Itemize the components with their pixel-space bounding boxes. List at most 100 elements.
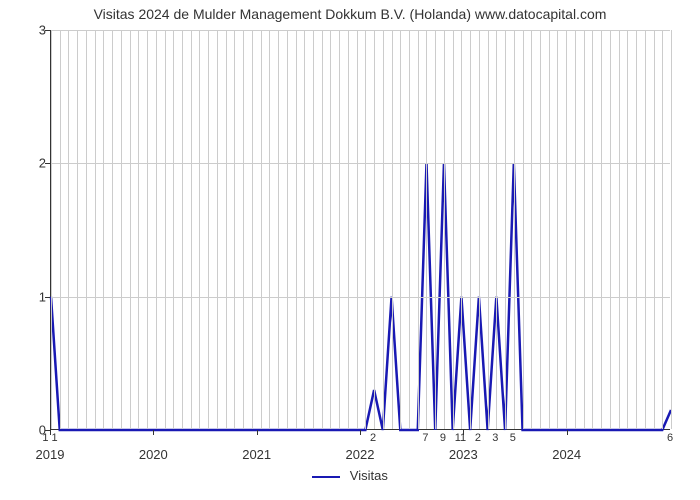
grid-line-v bbox=[51, 30, 52, 429]
grid-line-v bbox=[269, 30, 270, 429]
x-tick-label: 2021 bbox=[242, 447, 271, 462]
tick-mark-x bbox=[257, 430, 258, 435]
grid-line-v bbox=[86, 30, 87, 429]
y-tick-label: 1 bbox=[28, 289, 46, 304]
grid-line-v bbox=[339, 30, 340, 429]
tick-mark-y bbox=[45, 30, 50, 31]
grid-line-v bbox=[400, 30, 401, 429]
grid-line-v bbox=[619, 30, 620, 429]
grid-line-v bbox=[435, 30, 436, 429]
value-label: 3 bbox=[492, 432, 498, 444]
y-tick-label: 3 bbox=[28, 23, 46, 38]
x-tick-label: 2019 bbox=[36, 447, 65, 462]
grid-line-v bbox=[121, 30, 122, 429]
grid-line-v bbox=[226, 30, 227, 429]
grid-line-v bbox=[470, 30, 471, 429]
grid-line-v bbox=[461, 30, 462, 429]
x-tick-label: 2022 bbox=[346, 447, 375, 462]
value-label: 1 1 bbox=[42, 432, 57, 444]
grid-line-v bbox=[584, 30, 585, 429]
grid-line-v bbox=[383, 30, 384, 429]
legend: Visitas bbox=[0, 468, 700, 483]
legend-swatch bbox=[312, 476, 340, 478]
value-label: 11 bbox=[455, 432, 466, 444]
legend-label: Visitas bbox=[350, 468, 388, 483]
grid-line-v bbox=[156, 30, 157, 429]
grid-line-v bbox=[130, 30, 131, 429]
grid-line-v bbox=[348, 30, 349, 429]
grid-line-v bbox=[330, 30, 331, 429]
grid-line-v bbox=[313, 30, 314, 429]
value-label: 7 bbox=[422, 432, 428, 444]
grid-line-v bbox=[392, 30, 393, 429]
grid-line-v bbox=[77, 30, 78, 429]
grid-line-v bbox=[453, 30, 454, 429]
grid-line-v bbox=[479, 30, 480, 429]
tick-mark-y bbox=[45, 163, 50, 164]
value-label: 9 bbox=[440, 432, 446, 444]
tick-mark-y bbox=[45, 297, 50, 298]
grid-line-v bbox=[426, 30, 427, 429]
grid-line-v bbox=[165, 30, 166, 429]
chart-container: Visitas 2024 de Mulder Management Dokkum… bbox=[0, 0, 700, 500]
value-label: 2 bbox=[475, 432, 481, 444]
grid-line-v bbox=[575, 30, 576, 429]
value-label: 2 bbox=[370, 432, 376, 444]
grid-line-v bbox=[636, 30, 637, 429]
grid-line-v bbox=[549, 30, 550, 429]
tick-mark-x bbox=[153, 430, 154, 435]
grid-line-v bbox=[645, 30, 646, 429]
grid-line-v bbox=[173, 30, 174, 429]
value-label: 5 bbox=[510, 432, 516, 444]
grid-line-v bbox=[60, 30, 61, 429]
grid-line-v bbox=[357, 30, 358, 429]
grid-line-v bbox=[523, 30, 524, 429]
grid-line-v bbox=[531, 30, 532, 429]
grid-line-v bbox=[365, 30, 366, 429]
x-tick-label: 2023 bbox=[449, 447, 478, 462]
plot-area bbox=[50, 30, 670, 430]
line-series-svg bbox=[51, 30, 670, 429]
x-tick-label: 2024 bbox=[552, 447, 581, 462]
chart-title: Visitas 2024 de Mulder Management Dokkum… bbox=[0, 6, 700, 22]
grid-line-v bbox=[252, 30, 253, 429]
x-tick-label: 2020 bbox=[139, 447, 168, 462]
grid-line-v bbox=[261, 30, 262, 429]
grid-line-v bbox=[662, 30, 663, 429]
grid-line-v bbox=[671, 30, 672, 429]
grid-line-v bbox=[199, 30, 200, 429]
grid-line-v bbox=[182, 30, 183, 429]
grid-line-v bbox=[278, 30, 279, 429]
grid-line-v bbox=[627, 30, 628, 429]
y-tick-label: 2 bbox=[28, 156, 46, 171]
grid-line-v bbox=[610, 30, 611, 429]
grid-line-v bbox=[147, 30, 148, 429]
grid-line-v bbox=[654, 30, 655, 429]
grid-line-v bbox=[217, 30, 218, 429]
grid-line-v bbox=[322, 30, 323, 429]
grid-line-h bbox=[51, 30, 670, 31]
grid-line-v bbox=[557, 30, 558, 429]
grid-line-h bbox=[51, 297, 670, 298]
value-label: 6 bbox=[667, 432, 673, 444]
grid-line-v bbox=[112, 30, 113, 429]
grid-line-v bbox=[95, 30, 96, 429]
grid-line-v bbox=[234, 30, 235, 429]
grid-line-v bbox=[540, 30, 541, 429]
grid-line-v bbox=[505, 30, 506, 429]
grid-line-v bbox=[601, 30, 602, 429]
grid-line-v bbox=[488, 30, 489, 429]
grid-line-v bbox=[409, 30, 410, 429]
grid-line-v bbox=[566, 30, 567, 429]
grid-line-v bbox=[592, 30, 593, 429]
grid-line-v bbox=[304, 30, 305, 429]
grid-line-v bbox=[243, 30, 244, 429]
grid-line-v bbox=[514, 30, 515, 429]
grid-line-v bbox=[418, 30, 419, 429]
tick-mark-x bbox=[360, 430, 361, 435]
grid-line-v bbox=[103, 30, 104, 429]
grid-line-h bbox=[51, 163, 670, 164]
tick-mark-x bbox=[567, 430, 568, 435]
grid-line-v bbox=[444, 30, 445, 429]
grid-line-v bbox=[374, 30, 375, 429]
